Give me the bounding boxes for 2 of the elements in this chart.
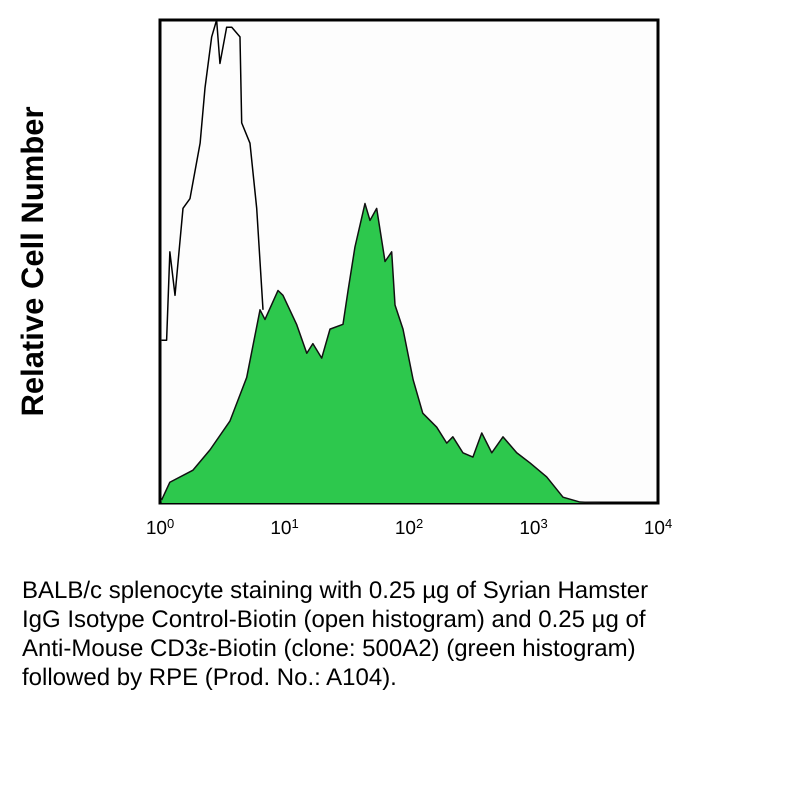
text: BALB/c splenocyte staining with 0.25 µg of Syrian Hamster IgG Isotype Control-Biotin (open histogram) and 0.25 µg of Anti-Mouse CD3ε-Biotin (clone: 500A2) (green histogram) followed by RPE (Prod. No.: A104).	[22, 576, 650, 692]
y-axis-title: Relative Cell Number	[15, 106, 50, 417]
